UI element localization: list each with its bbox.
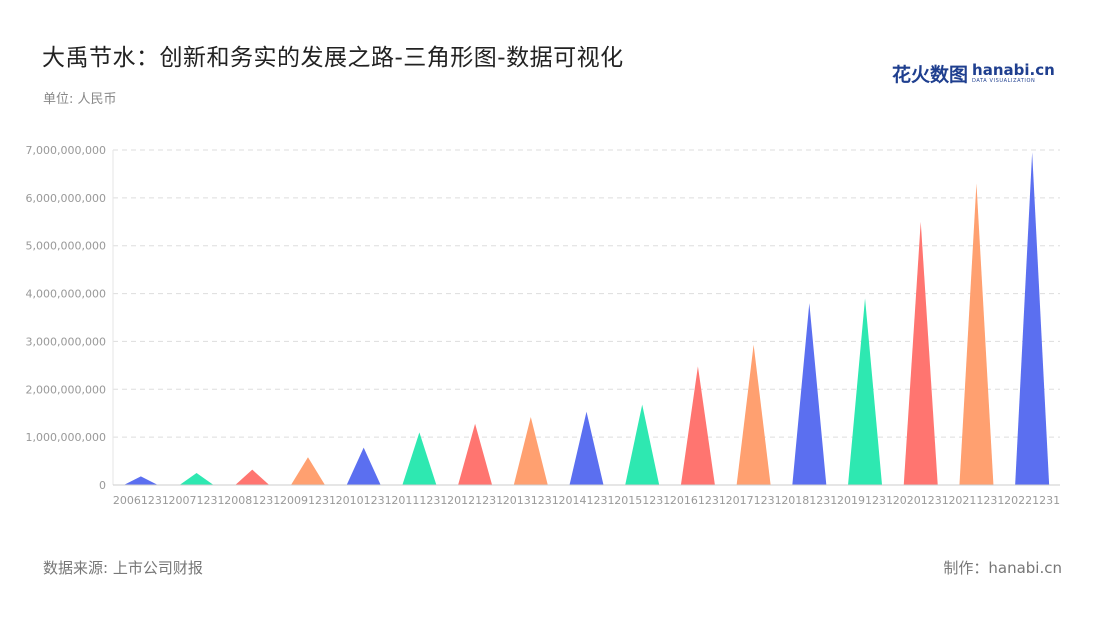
- y-tick-label: 6,000,000,000: [26, 192, 106, 205]
- chart-title: 大禹节水：创新和务实的发展之路-三角形图-数据可视化: [42, 45, 624, 71]
- triangle-bar[interactable]: [235, 469, 270, 485]
- triangle-bar[interactable]: [458, 423, 493, 485]
- y-tick-label: 5,000,000,000: [26, 240, 106, 253]
- x-tick-label: 20221231: [1004, 494, 1060, 507]
- x-tick-label: 20171231: [726, 494, 782, 507]
- logo-sub: DATA VISUALIZATION: [972, 77, 1036, 84]
- triangle-bar[interactable]: [792, 303, 827, 485]
- maker-credit: 制作：hanabi.cn: [943, 559, 1062, 577]
- triangle-bar[interactable]: [179, 473, 214, 485]
- x-tick-label: 20101231: [336, 494, 392, 507]
- x-tick-label: 20161231: [670, 494, 726, 507]
- triangle-bar[interactable]: [402, 432, 437, 485]
- bars: [123, 152, 1050, 486]
- x-tick-label: 20181231: [781, 494, 837, 507]
- x-tick-label: 20061231: [113, 494, 169, 507]
- triangle-bar[interactable]: [680, 366, 715, 485]
- triangle-bar[interactable]: [959, 183, 994, 486]
- triangle-bar[interactable]: [736, 344, 771, 485]
- x-tick-label: 20111231: [391, 494, 447, 507]
- x-tick-label: 20121231: [447, 494, 503, 507]
- x-tick-label: 20081231: [224, 494, 280, 507]
- triangle-bar[interactable]: [903, 221, 938, 486]
- x-tick-label: 20211231: [948, 494, 1004, 507]
- x-axis: 20061231 20071231 20081231 20091231 20101231…: [113, 484, 1060, 507]
- y-tick-label: 0: [99, 479, 106, 492]
- logo-en-wrap: hanabi.cn DATA VISUALIZATION: [972, 60, 1055, 84]
- x-tick-label: 20201231: [893, 494, 949, 507]
- triangle-bar[interactable]: [346, 447, 381, 485]
- triangle-bar[interactable]: [123, 476, 158, 485]
- x-tick-label: 20191231: [837, 494, 893, 507]
- logo-en: hanabi.cn: [972, 60, 1055, 79]
- x-tick-label: 20131231: [503, 494, 559, 507]
- triangle-bar[interactable]: [625, 404, 660, 485]
- triangle-bar[interactable]: [569, 411, 604, 485]
- brand-logo: 花火数图 hanabi.cn DATA VISUALIZATION: [892, 58, 1055, 88]
- triangle-bar[interactable]: [513, 417, 548, 485]
- data-source: 数据来源: 上市公司财报: [43, 559, 203, 577]
- x-tick-label: 20071231: [169, 494, 225, 507]
- triangle-bar[interactable]: [848, 298, 883, 485]
- y-tick-label: 2,000,000,000: [26, 383, 106, 396]
- y-tick-label: 4,000,000,000: [26, 288, 106, 301]
- triangle-bar[interactable]: [1015, 152, 1050, 485]
- y-tick-label: 1,000,000,000: [26, 431, 106, 444]
- x-tick-label: 20141231: [559, 494, 615, 507]
- y-tick-label: 7,000,000,000: [26, 144, 106, 157]
- x-tick-label: 20091231: [280, 494, 336, 507]
- y-tick-label: 3,000,000,000: [26, 335, 106, 348]
- logo-cn: 花火数图: [892, 63, 969, 86]
- grid-lines: [113, 149, 1060, 438]
- triangle-bar[interactable]: [290, 457, 325, 485]
- unit-label: 单位: 人民币: [43, 92, 117, 107]
- x-tick-label: 20151231: [614, 494, 670, 507]
- y-axis: 0 1,000,000,000 2,000,000,000 3,000,000,000…: [26, 144, 114, 492]
